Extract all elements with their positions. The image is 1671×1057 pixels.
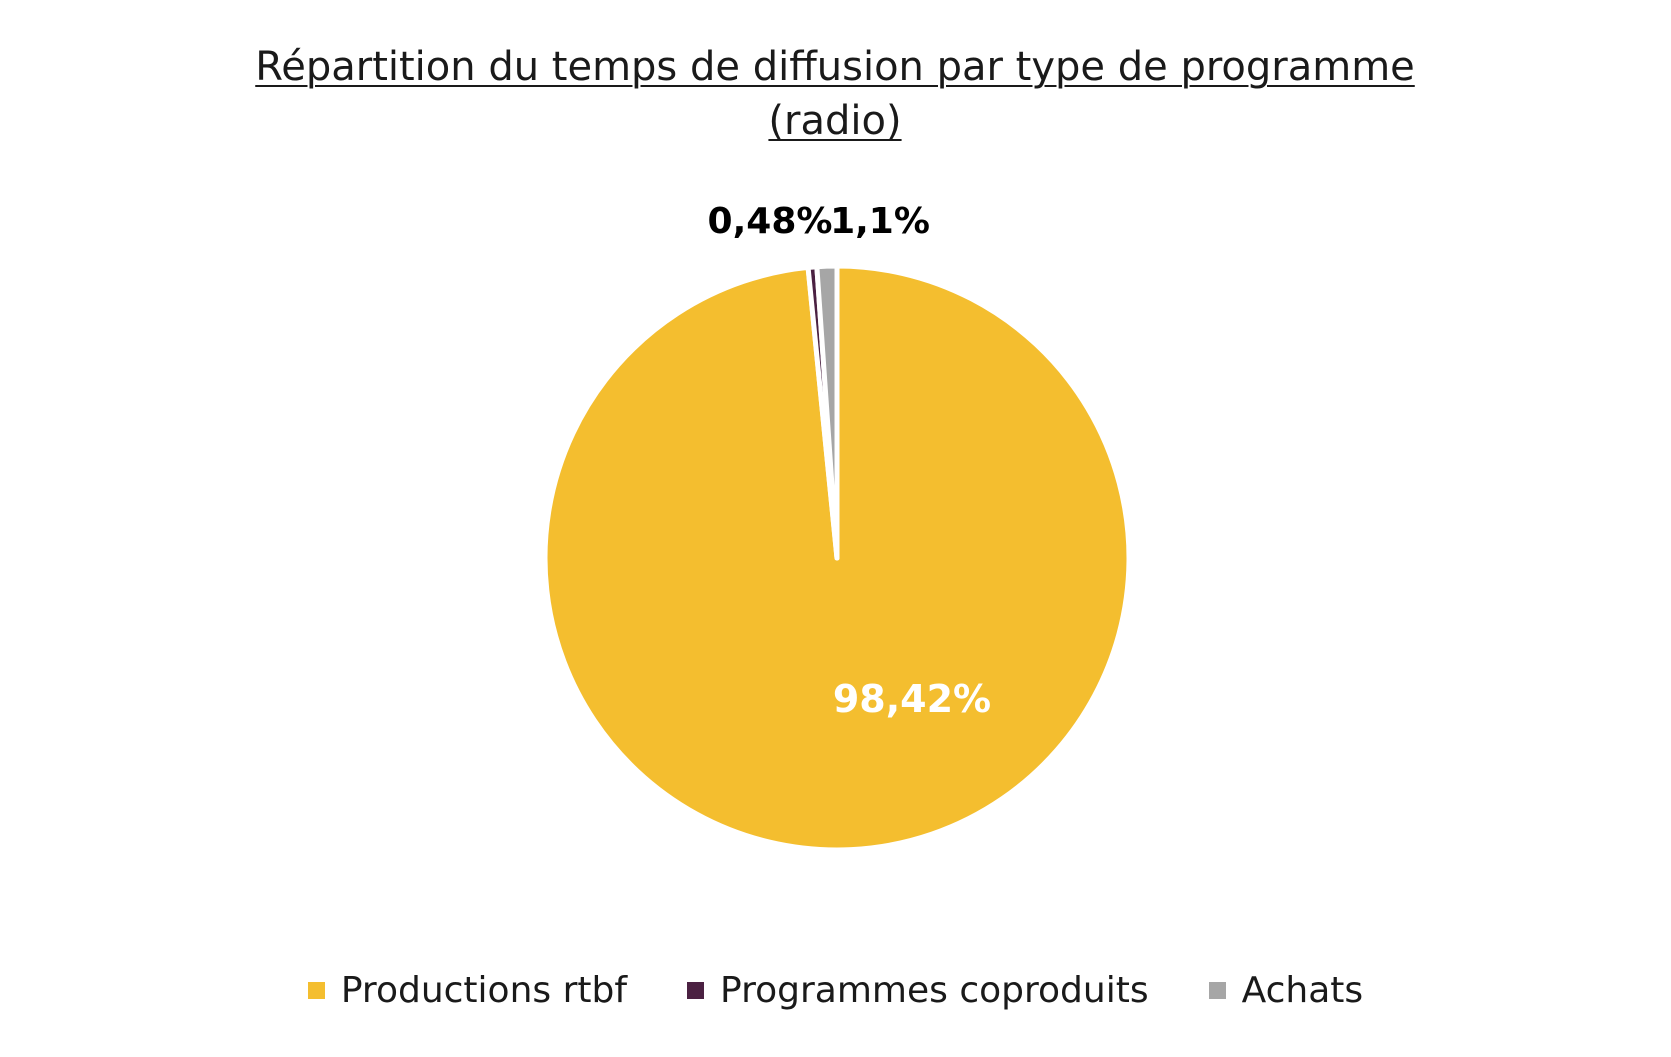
legend-item-coproduits: Programmes coproduits [687, 970, 1149, 1011]
chart-title-line2: (radio) [768, 98, 902, 144]
legend-label-achats: Achats [1241, 970, 1364, 1011]
legend-swatch-achats [1208, 982, 1226, 999]
data-label-productions: 98,42% [833, 677, 991, 721]
data-label-achats: 1,1% [830, 201, 930, 242]
pie-slice-achats [814, 263, 840, 561]
legend-label-coproduits: Programmes coproduits [720, 970, 1149, 1011]
chart-title: Répartition du temps de diffusion par ty… [235, 40, 1435, 148]
legend-item-achats: Achats [1208, 970, 1364, 1011]
data-label-coproduits: 0,48% [708, 201, 833, 242]
legend-item-productions: Productions rtbf [307, 970, 628, 1011]
legend-swatch-coproduits [687, 982, 705, 999]
legend-swatch-productions [307, 982, 325, 999]
chart-title-line1: Répartition du temps de diffusion par ty… [255, 44, 1415, 90]
legend: Productions rtbf Programmes coproduits A… [0, 970, 1671, 1011]
legend-label-productions: Productions rtbf [340, 970, 628, 1011]
